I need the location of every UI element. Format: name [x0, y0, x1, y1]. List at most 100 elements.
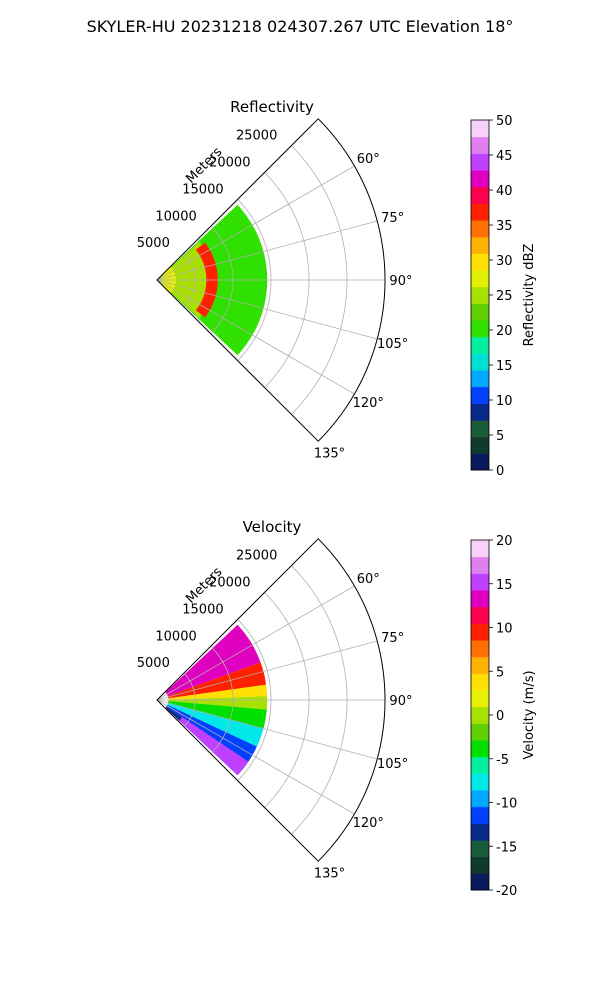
angular-gridline [156, 699, 355, 815]
colorbar-tick-label: 5 [496, 665, 504, 680]
colorbar-tick-label: 50 [496, 114, 513, 129]
angular-tick-label: 105° [377, 337, 408, 352]
polar-frame [156, 538, 386, 862]
radial-tick-label: 15000 [182, 182, 223, 197]
angular-tick-label: 135° [314, 447, 345, 462]
colorbar-tick-label: 25 [496, 289, 513, 304]
angular-gridline [156, 640, 378, 701]
colorbar-tick-label: 35 [496, 219, 513, 234]
colorbar-tick-label: 0 [496, 464, 504, 479]
colorbar-tick-label: 20 [496, 534, 513, 549]
colorbar-swatch [471, 623, 489, 641]
angular-gridline [156, 585, 355, 701]
radial-tick-label: 10000 [155, 209, 196, 224]
colorbar-tick-label: 15 [496, 578, 513, 593]
angular-tick-label: 120° [353, 396, 384, 411]
angular-gridline [156, 699, 378, 760]
angular-tick-label: 105° [377, 757, 408, 772]
colorbar: 0 5 10 15 20 25 30 35 40 45 50 Reflectivity dBZ [470, 114, 537, 479]
colorbar-swatch [471, 756, 489, 774]
colorbar-swatch [471, 873, 489, 891]
colorbar-swatch [471, 170, 489, 188]
colorbar-swatch [471, 740, 489, 758]
colorbar-swatch [471, 270, 489, 288]
colorbar-tick-label: 0 [496, 709, 504, 724]
colorbar-swatch [471, 773, 489, 791]
colorbar-swatch [471, 403, 489, 421]
colorbar-swatch [471, 336, 489, 354]
data-region [168, 701, 267, 729]
colorbar-swatch [471, 723, 489, 741]
colorbar-swatch [471, 286, 489, 304]
radial-tick-label: 25000 [236, 549, 277, 564]
angular-gridline [156, 220, 378, 281]
colorbar-swatch [471, 856, 489, 874]
polar-frame [156, 118, 386, 442]
colorbar-swatch [471, 590, 489, 608]
colorbar-swatch [471, 303, 489, 321]
colorbar-tick-label: -15 [496, 840, 517, 855]
colorbar-swatch [471, 656, 489, 674]
colorbar-swatch [471, 153, 489, 171]
data-region [165, 624, 261, 697]
colorbar-tick-label: -10 [496, 797, 517, 812]
panel-velocity: Velocity 5000 10000 15000 20000 25000 60° 75° 90… [137, 518, 537, 899]
data-region [167, 662, 267, 699]
colorbar-tick-label: 15 [496, 359, 513, 374]
data-region [167, 703, 264, 747]
angular-tick-label: 75° [381, 631, 404, 646]
radial-tick-label: 20000 [209, 156, 250, 171]
colorbar-swatch [471, 573, 489, 591]
radial-tick-label: 10000 [155, 629, 196, 644]
colorbar-swatch [471, 706, 489, 724]
colorbar-swatch [471, 436, 489, 454]
radial-tick-label: 5000 [137, 236, 170, 251]
angular-gridline [156, 279, 378, 340]
panel-reflectivity: Reflectivity 5000 10000 15000 20000 25000 60° 7… [137, 98, 537, 479]
panel-title: Velocity [243, 518, 302, 536]
angular-tick-label: 60° [357, 152, 380, 167]
colorbar-swatch [471, 540, 489, 558]
angular-tick-label: 120° [353, 816, 384, 831]
radial-tick-label: 15000 [182, 602, 223, 617]
angular-gridline [156, 279, 355, 395]
colorbar-tick-label: 20 [496, 324, 513, 339]
colorbar-tick-label: 5 [496, 429, 504, 444]
data-region [168, 684, 268, 700]
radial-tick-label: 25000 [236, 129, 277, 144]
colorbar-tick-label: 30 [496, 254, 513, 269]
colorbar-swatch [471, 556, 489, 574]
radial-tick-label: 20000 [209, 576, 250, 591]
colorbar-tick-label: 40 [496, 184, 513, 199]
colorbar: -20 -15 -10 -5 0 5 10 15 20 Velocity (m/s) [470, 534, 537, 899]
colorbar-swatch [471, 220, 489, 238]
data-region [179, 717, 249, 776]
colorbar-tick-label: -20 [496, 884, 517, 899]
colorbar-swatch [471, 236, 489, 254]
angular-tick-label: 75° [381, 211, 404, 226]
angular-tick-label: 60° [357, 572, 380, 587]
colorbar-swatch [471, 823, 489, 841]
colorbar-swatch [471, 606, 489, 624]
colorbar-swatch [471, 136, 489, 154]
radial-tick-label: 5000 [137, 656, 170, 671]
panel-title: Reflectivity [230, 98, 314, 116]
colorbar-swatch [471, 640, 489, 658]
colorbar-swatch [471, 453, 489, 471]
figure-title: SKYLER-HU 20231218 024307.267 UTC Elevat… [87, 17, 514, 36]
colorbar-tick-label: 45 [496, 149, 513, 164]
angular-tick-label: 90° [389, 274, 412, 289]
colorbar-label: Velocity (m/s) [522, 670, 537, 759]
colorbar-tick-label: 10 [496, 394, 513, 409]
angular-tick-label: 135° [314, 867, 345, 882]
colorbar-tick-label: 10 [496, 622, 513, 637]
colorbar-swatch [471, 320, 489, 338]
colorbar-swatch [471, 370, 489, 388]
colorbar-swatch [471, 203, 489, 221]
colorbar-swatch [471, 673, 489, 691]
angular-gridline [156, 165, 355, 281]
colorbar-label: Reflectivity dBZ [522, 244, 537, 347]
colorbar-swatch [471, 253, 489, 271]
data-region [168, 696, 268, 710]
